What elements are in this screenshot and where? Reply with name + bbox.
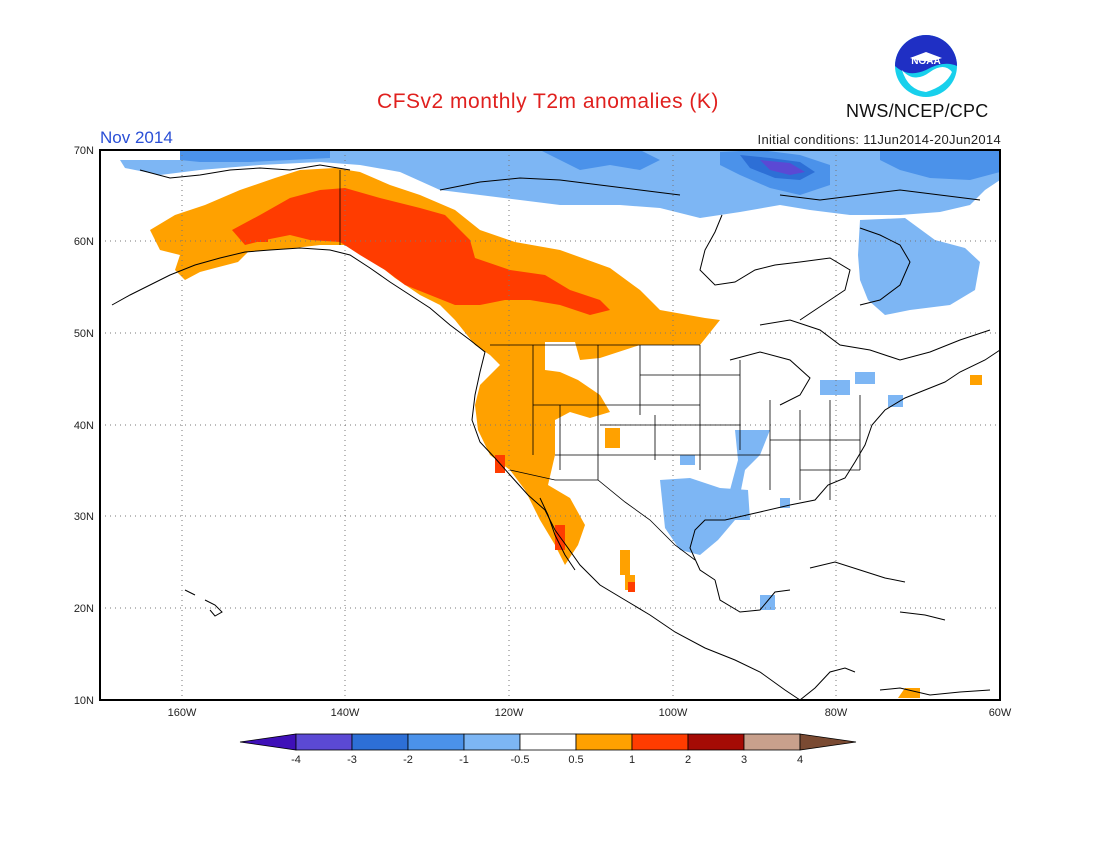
colorbar-label: -1	[459, 754, 469, 766]
lat-tick-40n: 40N	[74, 420, 94, 432]
lat-tick-50n: 50N	[74, 328, 94, 340]
colorbar-label: 1	[629, 754, 635, 766]
colorbar-swatch	[295, 733, 353, 751]
forecast-month: Nov 2014	[100, 128, 173, 147]
political-borders	[339, 170, 861, 561]
lon-tick-60w: 60W	[989, 707, 1012, 719]
lon-tick-160w: 160W	[168, 707, 197, 719]
colorbar-swatch-max	[799, 733, 857, 751]
lat-tick-30n: 30N	[74, 511, 94, 523]
lon-tick-120w: 120W	[495, 707, 524, 719]
colorbar-swatch	[519, 733, 577, 751]
lon-tick-80w: 80W	[825, 707, 848, 719]
colorbar-label: -2	[403, 754, 413, 766]
colorbar-swatch	[463, 733, 521, 751]
coastlines	[111, 164, 1001, 701]
colorbar-label: 4	[797, 754, 803, 766]
lat-tick-60n: 60N	[74, 236, 94, 248]
lat-tick-20n: 20N	[74, 603, 94, 615]
anomaly-shading	[120, 150, 1000, 698]
noaa-logo: NOAA	[895, 35, 957, 97]
chart-title: CFSv2 monthly T2m anomalies (K)	[377, 90, 719, 113]
colorbar-label: 3	[741, 754, 747, 766]
colorbar-label: 2	[685, 754, 691, 766]
colorbar-label: -3	[347, 754, 357, 766]
colorbar: -4 -3 -2 -1 -0.5 0.5 1 2 3 4	[239, 733, 857, 766]
axis-tick-labels: 160W 140W 120W 100W 80W 60W 10N 20N 30N …	[74, 145, 1012, 719]
noaa-logo-text: NOAA	[911, 56, 940, 67]
colorbar-swatch	[687, 733, 745, 751]
colorbar-swatch	[575, 733, 633, 751]
colorbar-label: -0.5	[511, 754, 530, 766]
colorbar-label: -4	[291, 754, 301, 766]
colorbar-swatch	[743, 733, 801, 751]
lon-tick-140w: 140W	[331, 707, 360, 719]
lat-tick-70n: 70N	[74, 145, 94, 157]
lon-tick-100w: 100W	[659, 707, 688, 719]
colorbar-swatch	[351, 733, 409, 751]
colorbar-swatch-min	[239, 733, 297, 751]
lat-tick-10n: 10N	[74, 695, 94, 707]
colorbar-label: 0.5	[568, 754, 583, 766]
initial-conditions: Initial conditions: 11Jun2014-20Jun2014	[757, 132, 1001, 147]
colorbar-swatch	[407, 733, 465, 751]
agency-label: NWS/NCEP/CPC	[846, 101, 989, 121]
colorbar-swatch	[631, 733, 689, 751]
